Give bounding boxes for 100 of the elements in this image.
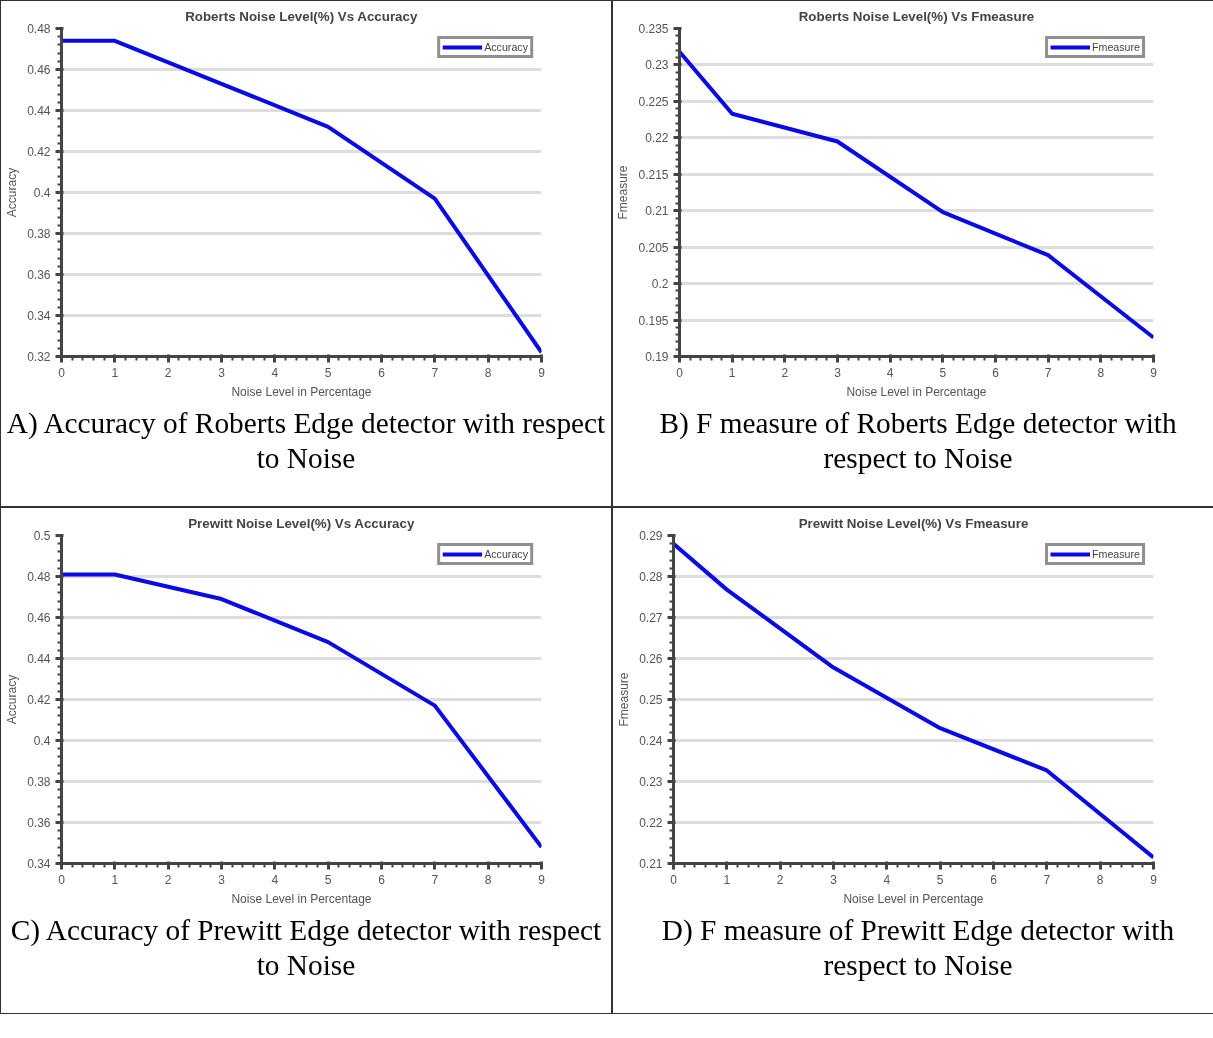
x-tick-label: 4 [886,365,894,380]
y-tick-label: 0.19 [645,350,669,364]
y-tick-label: 0.42 [27,145,51,159]
x-tick-label: 8 [484,872,492,887]
text: B) F measure of Roberts Edge detector with respect to Noise [658,406,1178,477]
line-series [679,49,1154,340]
y-tick-label: 0.34 [27,857,51,871]
x-tick-label: 4 [883,872,891,887]
y-tick-label: 0.5 [33,529,51,543]
x-tick-label: 1 [111,872,119,887]
line-series [673,541,1154,860]
y-tick-label: 0.44 [27,104,51,118]
x-tick-label: 0 [58,365,66,380]
x-tick-label: 0 [58,872,66,887]
text: D) F measure of Prewitt Edge detector with respect to Noise [660,913,1176,984]
y-axis-title: Accuracy [5,674,20,725]
y-tick-label: 0.235 [638,22,669,36]
x-tick-label: 6 [990,872,998,887]
y-tick-label: 0.21 [639,857,663,871]
x-tick-label: 3 [830,872,838,887]
y-tick-label: 0.46 [27,611,51,625]
y-tick-label: 0.34 [27,309,51,323]
x-tick-label: 7 [431,872,439,887]
y-tick-label: 0.22 [645,131,669,146]
chart-title: Prewitt Noise Level(%) Vs Fmeasure [798,515,1029,531]
x-tick-label: 2 [164,872,172,887]
x-tick-label: 5 [324,872,332,887]
x-tick-label: 4 [271,872,279,887]
y-tick-label: 0.46 [27,63,51,77]
x-tick-label: 3 [834,365,842,380]
y-tick-label: 0.36 [27,268,51,282]
y-tick-label: 0.23 [645,58,669,73]
x-tick-label: 4 [271,365,279,380]
x-tick-label: 7 [431,365,439,380]
y-tick-label: 0.32 [27,350,51,364]
y-tick-label: 0.4 [33,734,51,748]
y-tick-label: 0.48 [27,22,51,36]
x-tick-label: 9 [538,872,546,887]
legend-label: Accuracy [484,41,528,53]
y-tick-label: 0.205 [638,240,669,255]
y-tick-label: 0.225 [638,94,669,109]
x-tick-label: 9 [1150,872,1158,887]
x-tick-label: 7 [1043,872,1051,887]
y-tick-label: 0.26 [639,652,663,666]
x-tick-label: 9 [1150,365,1158,380]
x-tick-label: 5 [939,365,947,380]
x-axis-title: Noise Level in Percentage [231,891,372,906]
y-tick-label: 0.24 [639,734,663,748]
y-axis-title: Fmeasure [617,672,632,727]
x-tick-label: 8 [1097,365,1105,380]
y-tick-label: 0.44 [27,652,51,666]
chart-title: Prewitt Noise Level(%) Vs Accuracy [188,515,415,531]
y-tick-label: 0.28 [639,570,663,584]
x-tick-label: 3 [218,872,226,887]
x-tick-label: 6 [992,365,1000,380]
y-tick-label: 0.48 [27,570,51,584]
x-tick-label: 3 [218,365,226,380]
x-tick-label: 1 [728,365,736,380]
x-axis-title: Noise Level in Percentage [231,384,372,399]
y-tick-label: 0.4 [33,186,51,200]
y-tick-label: 0.21 [645,204,669,219]
y-axis-title: Accuracy [5,167,20,218]
text: C) Accuracy of Prewitt Edge detector with respect to Noise [9,913,603,984]
y-tick-label: 0.42 [27,693,51,707]
y-tick-label: 0.195 [638,313,669,328]
chart-title: Roberts Noise Level(%) Vs Fmeasure [798,8,1035,24]
text: A) Accuracy of Roberts Edge detector with respect to Noise [6,406,606,477]
y-tick-label: 0.23 [639,775,663,789]
x-tick-label: 8 [484,365,492,380]
y-tick-label: 0.29 [639,529,663,543]
legend-label: Fmeasure [1092,41,1140,53]
x-tick-label: 0 [670,872,678,887]
x-tick-label: 2 [164,365,172,380]
legend-label: Accuracy [484,548,528,560]
x-axis-title: Noise Level in Percentage [843,891,984,906]
x-tick-label: 6 [378,872,386,887]
legend-label: Fmeasure [1092,548,1140,560]
line-series [61,572,542,850]
chart-title: Roberts Noise Level(%) Vs Accuracy [185,8,418,24]
x-tick-label: 2 [781,365,789,380]
y-tick-label: 0.38 [27,775,51,789]
x-tick-label: 5 [324,365,332,380]
x-tick-label: 9 [538,365,546,380]
y-axis-title: Fmeasure [616,165,631,220]
y-tick-label: 0.27 [639,611,663,625]
y-tick-label: 0.25 [639,693,663,707]
x-tick-label: 8 [1096,872,1104,887]
y-tick-label: 0.215 [638,167,669,182]
y-tick-label: 0.36 [27,816,51,830]
x-tick-label: 0 [676,365,684,380]
x-tick-label: 1 [723,872,731,887]
x-tick-label: 1 [111,365,119,380]
y-tick-label: 0.2 [651,277,669,292]
x-tick-label: 2 [776,872,784,887]
x-tick-label: 5 [936,872,944,887]
x-tick-label: 7 [1044,365,1052,380]
x-axis-title: Noise Level in Percentage [846,384,987,399]
x-tick-label: 6 [378,365,386,380]
y-tick-label: 0.22 [639,816,663,830]
y-tick-label: 0.38 [27,227,51,241]
